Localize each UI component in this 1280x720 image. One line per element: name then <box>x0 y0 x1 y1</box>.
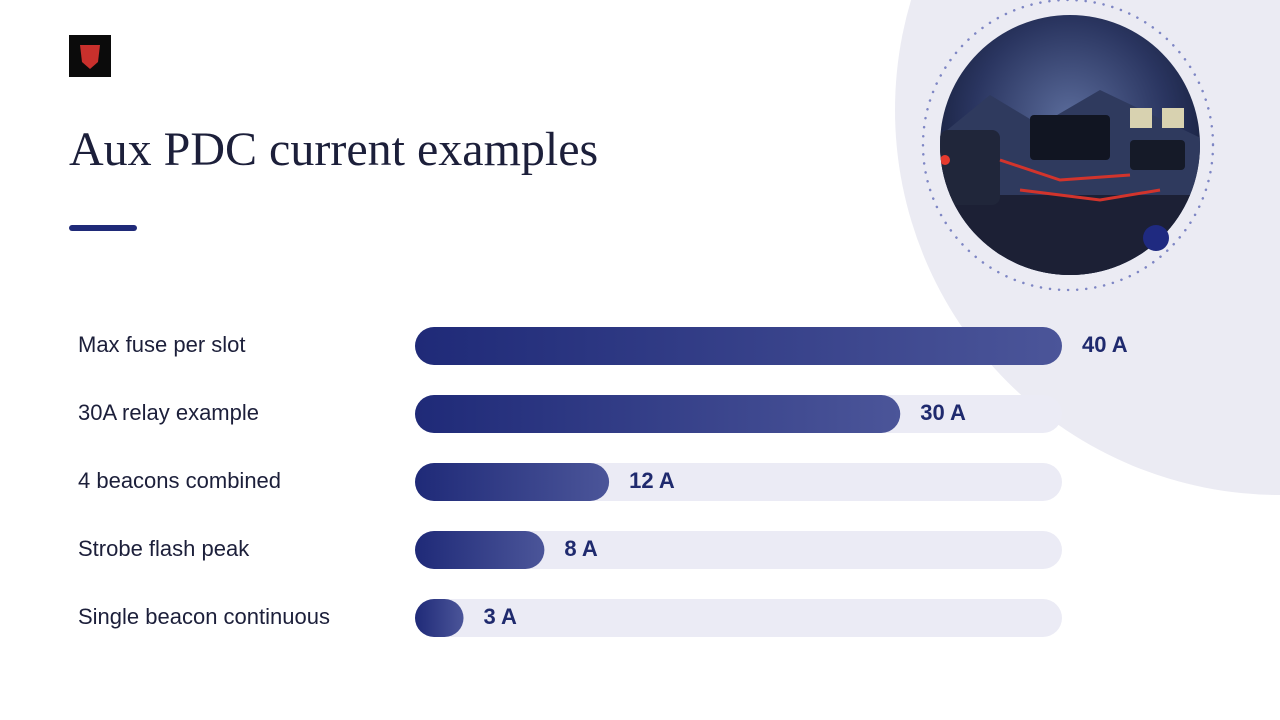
category-label: Max fuse per slot <box>78 332 246 357</box>
value-label: 3 A <box>484 604 518 629</box>
bar <box>415 599 464 637</box>
bar-track <box>415 531 1062 569</box>
logo-shield <box>80 45 100 69</box>
value-label: 40 A <box>1082 332 1128 357</box>
category-label: Strobe flash peak <box>78 536 250 561</box>
category-label: 30A relay example <box>78 400 259 425</box>
title: Aux PDC current examples <box>69 123 598 176</box>
bar <box>415 531 545 569</box>
bar <box>415 327 1062 365</box>
title-underline <box>69 225 137 231</box>
bar <box>415 395 901 433</box>
value-label: 30 A <box>920 400 966 425</box>
category-label: 4 beacons combined <box>78 468 281 493</box>
value-label: 8 A <box>564 536 598 561</box>
accent-dot <box>1143 225 1169 251</box>
dotted-ring <box>921 0 1215 292</box>
category-label: Single beacon continuous <box>78 604 330 629</box>
value-label: 12 A <box>629 468 675 493</box>
bar <box>415 463 610 501</box>
bar-track <box>415 599 1062 637</box>
